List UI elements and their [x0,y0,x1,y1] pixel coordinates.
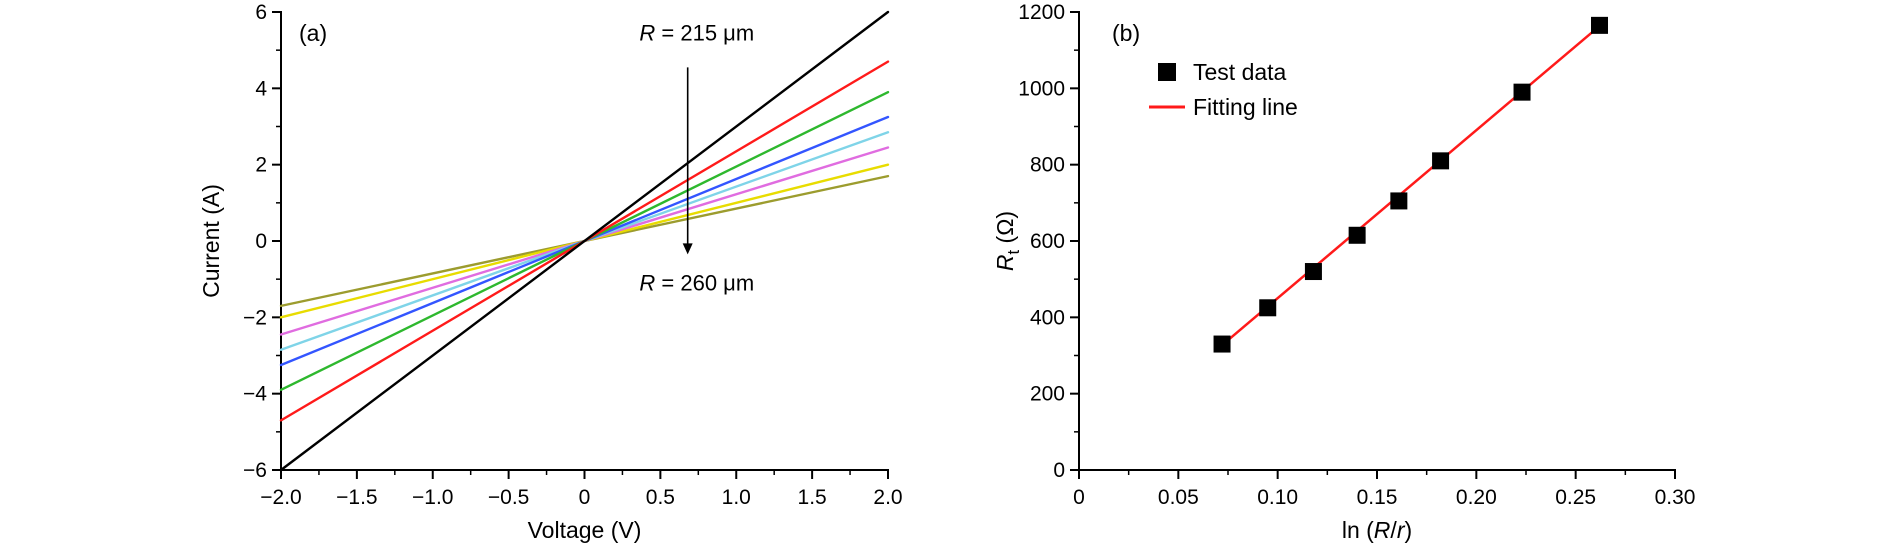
annotation-arrowhead [682,243,693,255]
x-tick-label: 0.10 [1257,486,1298,509]
x-tick-label: 1.0 [722,486,751,509]
data-point [1513,83,1531,101]
annotation-r-215: R = 215 μm [639,21,754,46]
x-tick-label: 0 [579,486,591,509]
data-point [1213,335,1231,353]
x-tick-label: −0.5 [488,486,529,509]
y-tick-label: −2 [243,306,267,329]
panel-label-a: (a) [299,20,328,46]
y-tick-label: 4 [255,77,267,100]
x-tick-label: 1.5 [798,486,827,509]
y-tick-label: 600 [1030,230,1065,253]
y-tick-label: 200 [1030,383,1065,406]
data-point [1432,152,1450,170]
data-point [1304,263,1322,281]
y-tick-label: 6 [255,1,267,24]
fit-line [1221,21,1605,347]
legend-label-fitting-line: Fitting line [1193,94,1298,120]
panel-label-b: (b) [1112,20,1141,46]
chart-b-rt-vs-ln-ratio: 0 0.05 0.10 0.15 0.20 0.25 0.30 0 200 400 600 800 10… [992,1,1695,543]
y-tick-label: −6 [243,459,267,482]
annotation-r-260: R = 260 μm [639,271,754,296]
x-tick-label: 0 [1073,486,1085,509]
data-point [1348,226,1366,244]
y-axis-title: Current (A) [198,184,224,298]
x-tick-label: 2.0 [873,486,902,509]
y-tick-label: 400 [1030,306,1065,329]
y-tick-label: 0 [255,230,267,253]
y-tick-label: 1000 [1018,77,1065,100]
data-point [1259,299,1277,317]
x-tick-label: −1.5 [336,486,377,509]
x-tick-label: 0.30 [1655,486,1696,509]
y-tick-label: 2 [255,154,267,177]
legend-label-test-data: Test data [1193,59,1287,85]
legend-marker-square [1158,63,1176,81]
y-tick-label: −4 [243,383,267,406]
x-tick-label: 0.20 [1456,486,1497,509]
y-axis-title: Rt (Ω) [992,211,1023,271]
x-axis-title: ln (R/r) [1342,517,1412,543]
y-tick-label: 0 [1053,459,1065,482]
data-point [1390,192,1408,210]
iv-line [279,10,890,472]
chart-a-iv-curves: −2.0 −1.5 −1.0 −0.5 0 0.5 1.0 1.5 2.0 −6 −4 −2 0 2 4 6 V… [198,1,903,543]
x-tick-label: −2.0 [260,486,301,509]
x-tick-label: 0.05 [1158,486,1199,509]
x-tick-label: 0.15 [1357,486,1398,509]
x-axis-title: Voltage (V) [528,517,642,543]
y-tick-label: 800 [1030,154,1065,177]
y-tick-label: 1200 [1018,1,1065,24]
x-tick-label: 0.25 [1555,486,1596,509]
x-tick-label: −1.0 [412,486,453,509]
x-tick-label: 0.5 [646,486,675,509]
data-point [1591,16,1609,34]
